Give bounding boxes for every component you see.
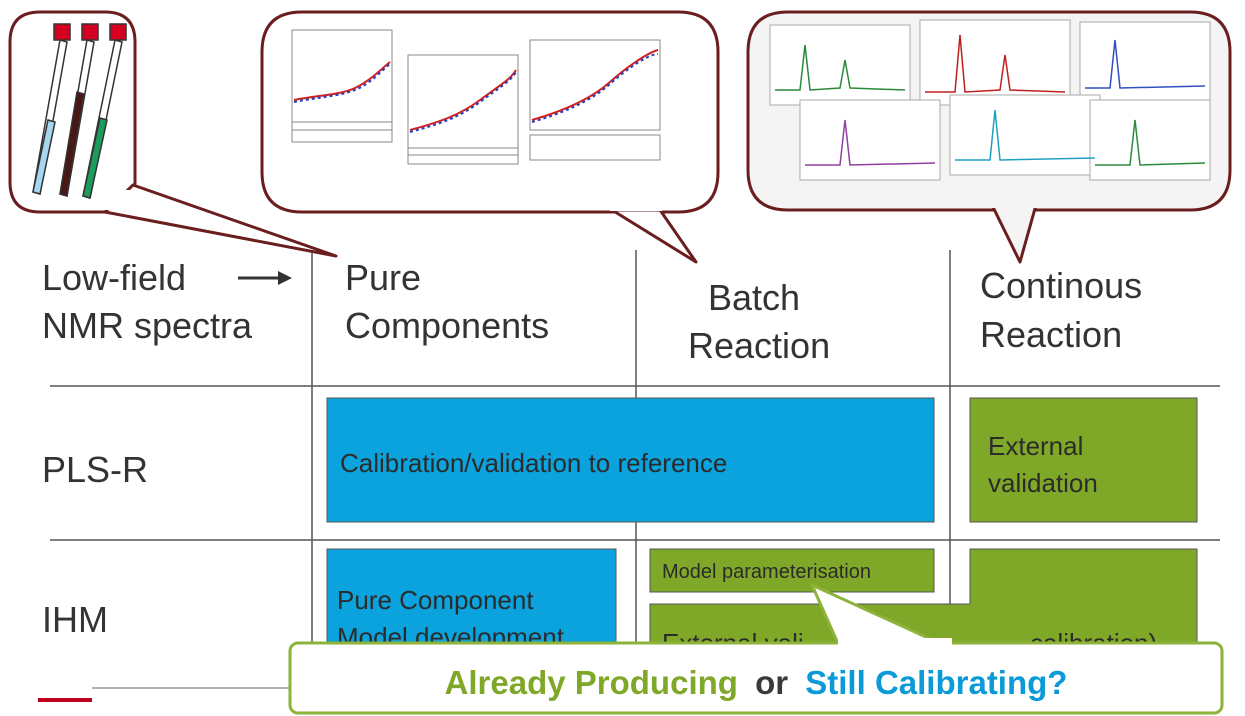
- callout-part: Still Calibrating?: [805, 664, 1067, 701]
- row-header: Low-field: [42, 257, 186, 298]
- tubes-bubble: [8, 10, 338, 258]
- callout-part: or: [755, 664, 788, 701]
- blue-box: [326, 397, 935, 523]
- box-text: External: [988, 431, 1083, 461]
- box-text: Pure Component: [337, 585, 534, 615]
- row-header: NMR spectra: [42, 305, 253, 346]
- column-header: Components: [345, 305, 549, 346]
- column-header: Pure: [345, 257, 421, 298]
- box-text: validation: [988, 468, 1098, 498]
- column-header: Reaction: [980, 314, 1122, 355]
- callout-text: Already Producing or Still Calibrating?: [445, 664, 1068, 701]
- spectra-bubble: [746, 10, 1232, 264]
- row-label: PLS-R: [42, 449, 148, 490]
- column-header: Batch: [708, 277, 800, 318]
- column-header: Reaction: [688, 325, 830, 366]
- row-label: IHM: [42, 599, 108, 640]
- column-header: Continous: [980, 265, 1142, 306]
- arrow: [238, 271, 292, 285]
- box-text: Calibration/validation to reference: [340, 448, 727, 478]
- box-text: Model parameterisation: [662, 561, 871, 583]
- callout: Already Producing or Still Calibrating?: [288, 583, 1224, 715]
- green-box: [969, 397, 1198, 523]
- plots-bubble: [260, 10, 720, 264]
- green-box: [649, 548, 935, 593]
- callout-part: Already Producing: [445, 664, 738, 701]
